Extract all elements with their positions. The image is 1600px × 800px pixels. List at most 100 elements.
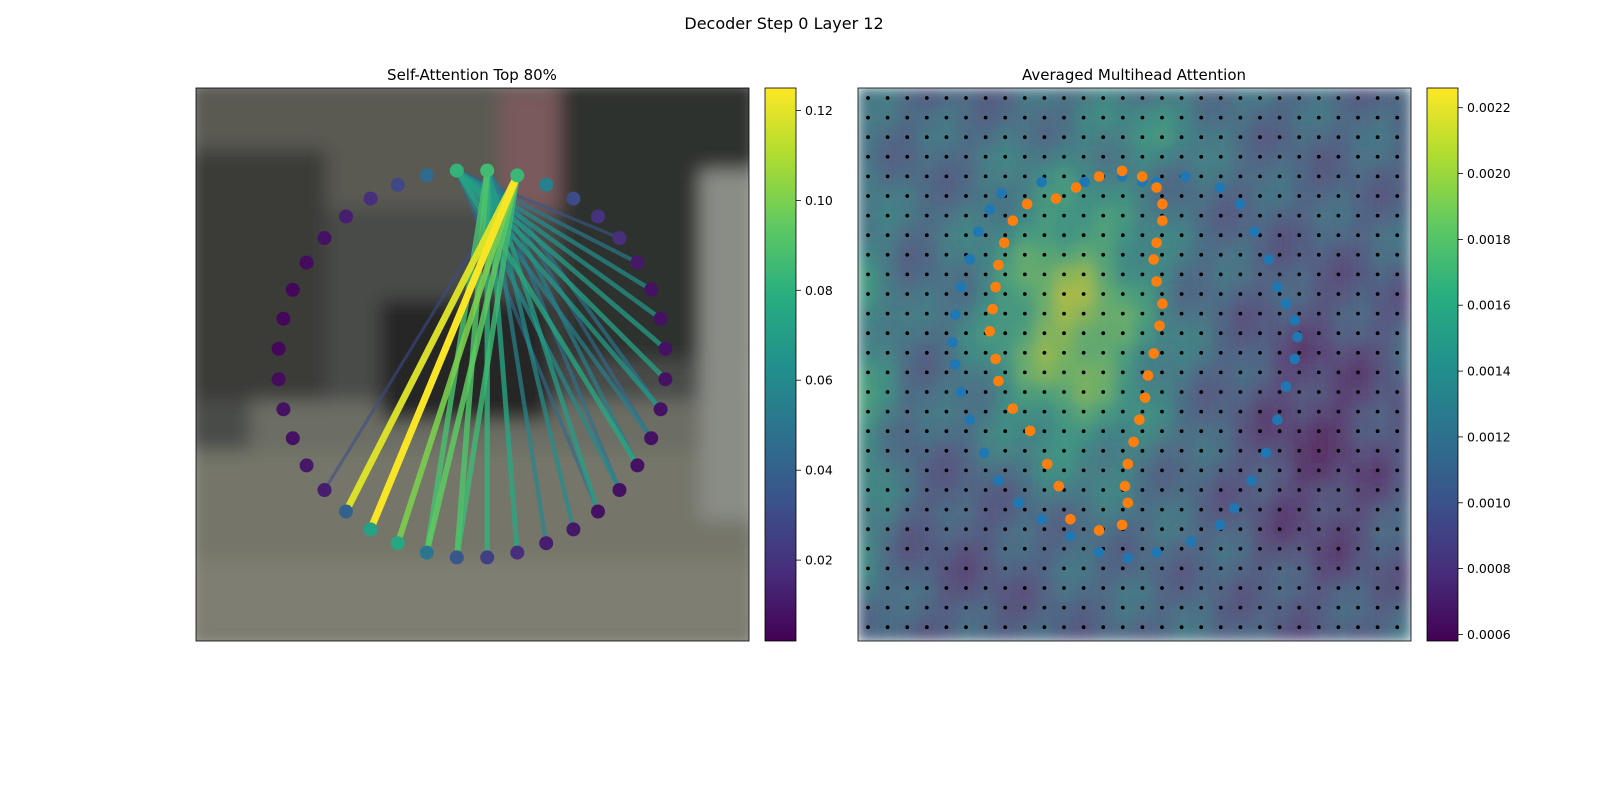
grid-point — [1101, 135, 1106, 140]
grid-point — [1297, 625, 1302, 630]
grid-point — [885, 625, 890, 630]
grid-point — [1375, 390, 1380, 394]
grid-point — [1277, 252, 1282, 257]
grid-point — [1218, 507, 1223, 512]
grid-point — [1160, 194, 1164, 198]
grid-point — [964, 154, 968, 159]
colorbar-tick-label: 0.0022 — [1467, 100, 1511, 115]
grid-point — [1277, 233, 1282, 238]
grid-point — [1336, 429, 1341, 434]
grid-point — [924, 527, 929, 532]
grid-point — [1081, 292, 1086, 296]
orange-point — [1119, 480, 1131, 492]
grid-point — [983, 272, 988, 277]
orange-point — [1093, 171, 1105, 182]
grid-point — [1218, 233, 1223, 238]
grid-point — [1140, 292, 1145, 296]
grid-point — [905, 507, 910, 512]
grid-point — [1238, 448, 1243, 453]
grid-point — [964, 292, 968, 296]
blue-point — [1246, 475, 1257, 486]
grid-point — [983, 194, 988, 198]
orange-point — [1148, 254, 1159, 265]
grid-point — [1081, 586, 1086, 590]
grid-point — [905, 331, 910, 336]
grid-point — [1297, 546, 1302, 551]
grid-point — [1101, 233, 1106, 238]
grid-point — [1395, 390, 1400, 394]
grid-point — [1356, 292, 1360, 296]
blue-point — [1280, 381, 1292, 392]
blue-point — [996, 187, 1007, 199]
grid-point — [983, 174, 988, 179]
grid-point — [1395, 468, 1400, 473]
grid-point — [905, 448, 910, 453]
grid-point — [866, 625, 870, 630]
grid-point — [1140, 448, 1145, 453]
grid-point — [1179, 252, 1184, 257]
grid-point — [1297, 409, 1302, 414]
grid-point — [1101, 194, 1106, 198]
grid-point — [983, 350, 988, 355]
grid-point — [1258, 586, 1262, 590]
reference-points-orange — [984, 165, 1168, 536]
grid-point — [1179, 586, 1184, 590]
grid-point — [924, 96, 929, 100]
grid-point — [1081, 625, 1086, 630]
grid-point — [1258, 390, 1262, 394]
grid-point — [1042, 213, 1047, 218]
grid-point — [1120, 546, 1125, 551]
grid-point — [1022, 409, 1027, 414]
grid-point — [1003, 390, 1008, 394]
grid-point — [1277, 194, 1282, 198]
grid-point — [1199, 507, 1204, 512]
grid-point — [1179, 507, 1184, 512]
grid-point — [1316, 527, 1321, 532]
attention-node — [339, 504, 353, 519]
grid-point — [944, 331, 949, 336]
grid-point — [1160, 292, 1164, 296]
grid-point — [924, 488, 929, 492]
blue-point — [1229, 503, 1240, 514]
grid-point — [1238, 468, 1243, 473]
grid-point — [1101, 213, 1106, 218]
grid-point — [1218, 194, 1223, 198]
grid-point — [1258, 429, 1262, 434]
grid-point — [1042, 272, 1047, 277]
grid-point — [1003, 252, 1008, 257]
grid-point — [1258, 115, 1262, 120]
grid-point — [1356, 409, 1360, 414]
grid-point — [964, 488, 968, 492]
grid-point — [1375, 507, 1380, 512]
blue-point — [1292, 331, 1303, 343]
grid-point — [1199, 311, 1204, 316]
grid-point — [944, 370, 949, 375]
grid-point — [944, 154, 949, 159]
grid-point — [1316, 194, 1321, 198]
grid-point — [1042, 468, 1047, 473]
grid-point — [944, 586, 949, 590]
grid-point — [1022, 527, 1027, 532]
grid-point — [1375, 527, 1380, 532]
grid-point — [1042, 625, 1047, 630]
orange-point — [1128, 436, 1139, 448]
attention-node — [653, 311, 668, 326]
orange-point — [984, 326, 996, 337]
grid-point — [1062, 507, 1066, 512]
blue-point — [1263, 254, 1275, 265]
grid-point — [964, 429, 968, 434]
grid-point — [1022, 507, 1027, 512]
grid-point — [1238, 370, 1243, 375]
blue-point — [993, 475, 1004, 486]
attention-node — [591, 209, 605, 224]
grid-point — [1375, 174, 1380, 179]
grid-point — [1101, 429, 1106, 434]
grid-point — [1081, 213, 1086, 218]
grid-point — [1277, 468, 1282, 473]
grid-point — [1101, 468, 1106, 473]
grid-point — [944, 390, 949, 394]
grid-point — [944, 252, 949, 257]
grid-point — [1316, 546, 1321, 551]
grid-point — [885, 272, 890, 277]
grid-point — [905, 233, 910, 238]
